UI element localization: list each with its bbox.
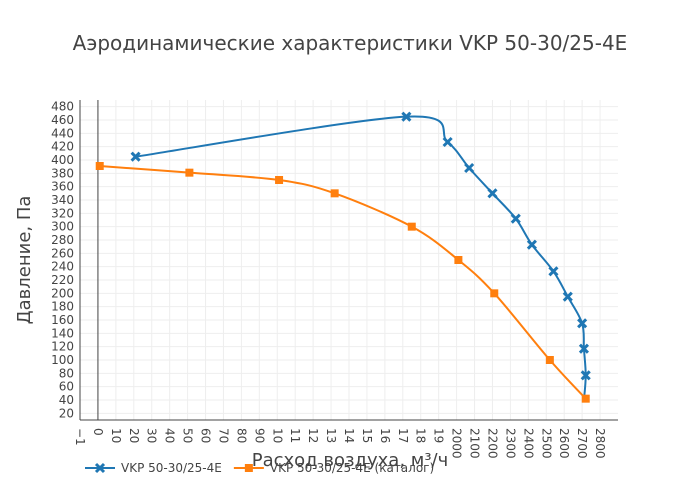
series-1-point <box>464 162 475 174</box>
series-2-point <box>545 356 554 364</box>
legend-label-2: VKP 50-30/25-4E (каталог) <box>270 461 434 475</box>
series-2-point <box>454 256 463 264</box>
y-tick-label: 20 <box>59 406 74 420</box>
x-tick-label: 2300 <box>503 428 517 459</box>
y-tick-label: 340 <box>51 193 74 207</box>
series-2-point <box>275 176 284 184</box>
x-tick-label: 11 <box>288 428 302 443</box>
series-1-point <box>487 188 498 199</box>
y-tick-label: 400 <box>51 153 74 167</box>
series-2-point <box>581 394 590 403</box>
y-tick-label: 260 <box>51 246 74 260</box>
x-tick-label: 18 <box>414 428 428 443</box>
legend: VKP 50-30/25-4E VKP 50-30/25-4E (каталог) <box>85 461 434 475</box>
tick-labels: 2040608010012014016018020022024026028030… <box>51 100 607 459</box>
y-tick-label: 320 <box>51 206 74 220</box>
y-tick-label: 80 <box>59 366 74 380</box>
series-line-1 <box>135 115 587 401</box>
x-tick-label: 2600 <box>557 428 571 459</box>
series-2-point <box>95 162 104 170</box>
x-axis-title: Расход воздуха, м³/ч <box>252 450 449 471</box>
x-tick-label: 2500 <box>539 428 553 459</box>
y-tick-label: 40 <box>59 393 74 407</box>
series-2-point <box>185 168 194 177</box>
x-tick-label: 2000 <box>450 428 464 459</box>
x-tick-label: 2400 <box>521 428 535 459</box>
x-tick-label: 15 <box>360 428 374 443</box>
x-tick-label: 17 <box>396 428 410 443</box>
series-2-point <box>407 222 416 231</box>
x-tick-label: 16 <box>378 428 392 443</box>
y-tick-label: 460 <box>51 113 74 127</box>
series-2-point <box>330 189 339 198</box>
y-tick-label: 220 <box>51 273 74 287</box>
x-tick-label: 90 <box>252 428 266 443</box>
series-1-point <box>510 213 521 224</box>
plot-area <box>95 111 591 403</box>
x-tick-label: 12 <box>306 428 320 443</box>
y-tick-label: 60 <box>59 380 74 394</box>
y-tick-label: 300 <box>51 220 74 234</box>
series-1-point <box>577 318 588 329</box>
x-tick-label: 30 <box>145 428 159 443</box>
series-1-point <box>442 136 453 148</box>
y-tick-label: 140 <box>51 326 74 340</box>
x-tick-label: 19 <box>432 428 446 443</box>
x-tick-label: −1 <box>73 428 87 446</box>
series-1-point <box>401 111 412 122</box>
y-tick-label: 480 <box>51 100 74 114</box>
x-tick-label: 2100 <box>468 428 482 459</box>
x-tick-label: 0 <box>91 428 105 436</box>
y-tick-label: 160 <box>51 313 74 327</box>
x-tick-label: 2700 <box>575 428 589 459</box>
grid <box>79 100 618 420</box>
series-line-2 <box>99 165 587 400</box>
series-2-point <box>490 289 499 298</box>
y-tick-label: 180 <box>51 300 74 314</box>
x-tick-label: 20 <box>127 428 141 443</box>
y-tick-label: 380 <box>51 166 74 180</box>
y-tick-label: 120 <box>51 340 74 354</box>
y-tick-label: 240 <box>51 260 74 274</box>
chart-title: Аэродинамические характеристики VKP 50-3… <box>73 31 628 55</box>
x-tick-label: 40 <box>163 428 177 443</box>
x-tick-label: 80 <box>234 428 248 443</box>
y-tick-label: 100 <box>51 353 74 367</box>
x-tick-label: 10 <box>109 428 123 443</box>
x-tick-label: 60 <box>199 428 213 443</box>
series-1-point <box>130 151 141 162</box>
x-tick-label: 14 <box>342 428 356 443</box>
series-1-point <box>562 291 573 302</box>
y-tick-label: 440 <box>51 126 74 140</box>
x-tick-label: 50 <box>181 428 195 443</box>
y-tick-label: 200 <box>51 286 74 300</box>
legend-marker-2 <box>244 464 253 472</box>
x-tick-label: 2200 <box>485 428 499 459</box>
x-tick-label: 13 <box>324 428 338 443</box>
x-tick-label: 2800 <box>593 428 607 459</box>
axes <box>79 100 618 421</box>
series-1-point <box>580 370 591 381</box>
y-tick-label: 280 <box>51 233 74 247</box>
x-tick-label: 10 <box>270 428 284 443</box>
legend-marker-1 <box>94 462 106 474</box>
y-tick-label: 420 <box>51 140 74 154</box>
legend-label-1: VKP 50-30/25-4E <box>121 461 222 475</box>
series-1-point <box>578 343 589 354</box>
y-axis-title: Давление, Па <box>14 196 35 325</box>
x-tick-label: 70 <box>216 428 230 443</box>
series-1-point <box>548 266 559 277</box>
series-1-point <box>526 239 537 250</box>
y-tick-label: 360 <box>51 180 74 194</box>
